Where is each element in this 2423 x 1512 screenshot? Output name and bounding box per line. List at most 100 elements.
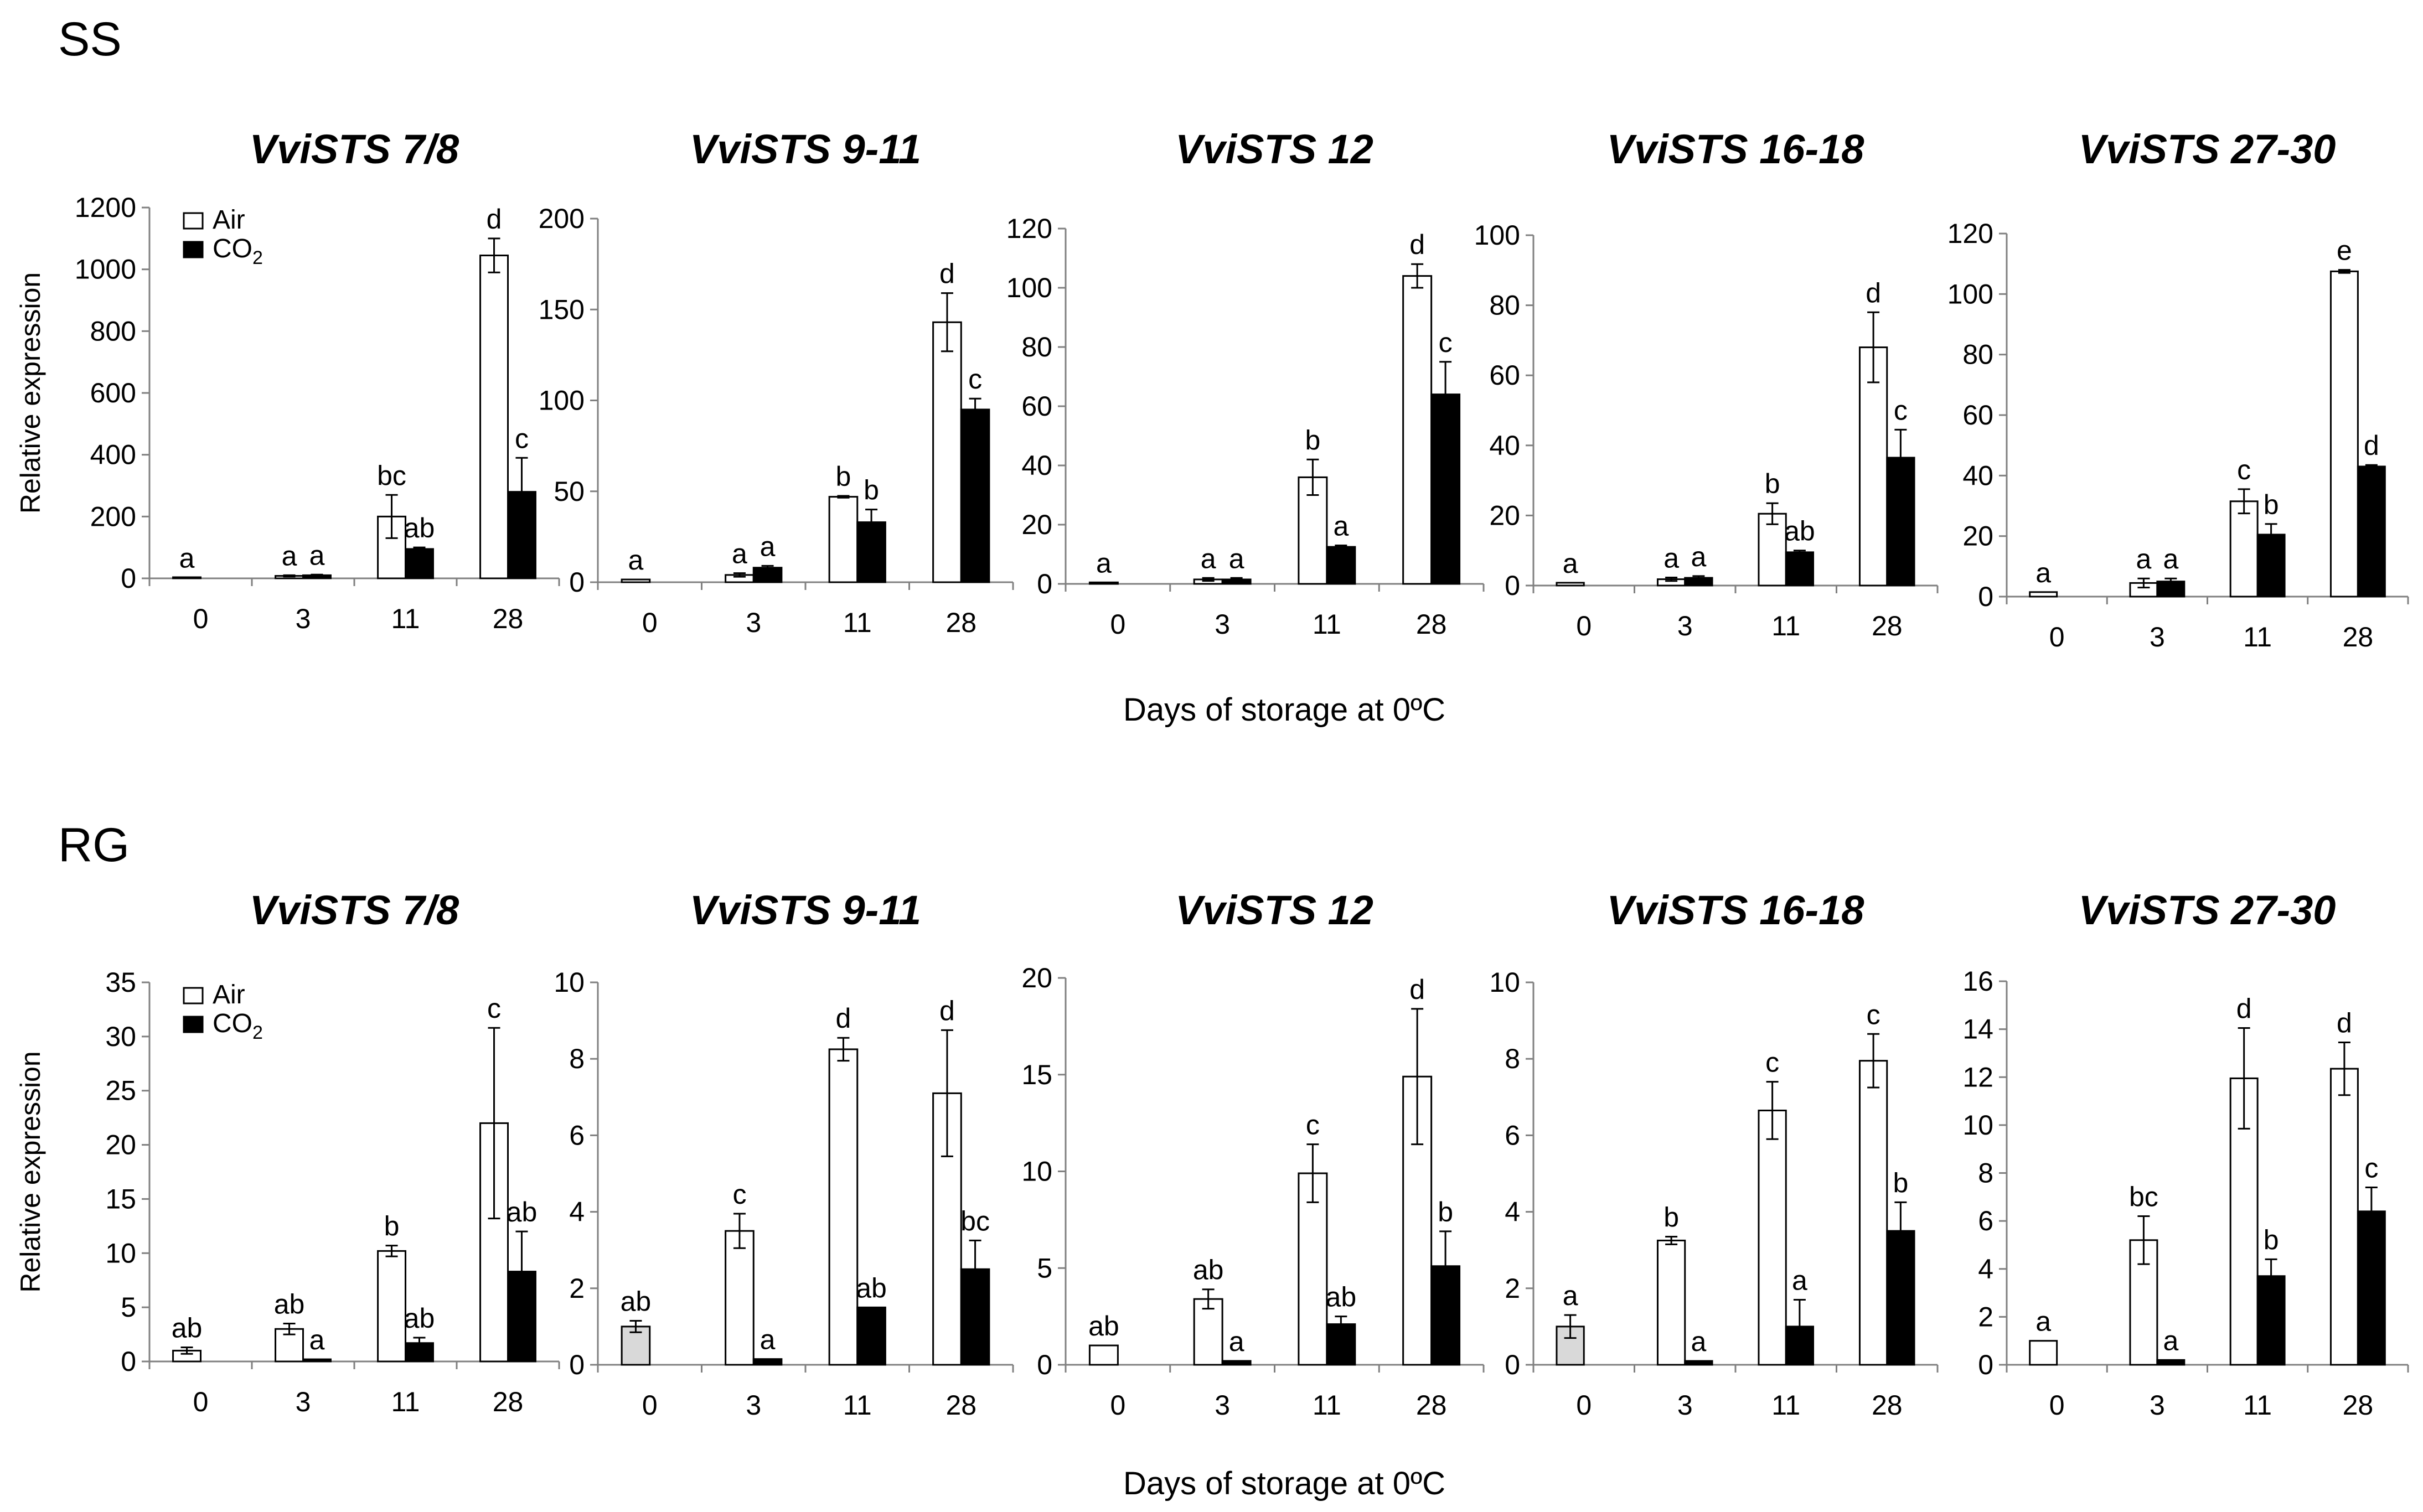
- y-tick-label: 100: [1474, 220, 1520, 251]
- y-tick-label: 10: [554, 967, 585, 998]
- bar-co2-day-3: [302, 1358, 332, 1363]
- y-tick-label: 0: [1037, 568, 1052, 599]
- legend-label: Air: [213, 980, 245, 1009]
- bar-co2-day-28: [2357, 1210, 2386, 1366]
- y-tick-label: 0: [569, 567, 585, 598]
- y-tick-label: 10: [105, 1237, 136, 1268]
- x-tick-label: 28: [1416, 609, 1447, 640]
- significance-label: a: [732, 538, 747, 569]
- bar-air-day-11: [377, 515, 406, 579]
- x-axis-label-top: Days of storage at 0ºC: [1123, 692, 1445, 728]
- y-tick-label: 10: [1021, 1156, 1052, 1187]
- panel-label-ss: SS: [58, 13, 122, 66]
- significance-label: a: [1096, 547, 1112, 578]
- significance-label: ab: [1784, 516, 1815, 547]
- significance-label: ab: [856, 1272, 887, 1303]
- x-tick-label: 3: [296, 603, 311, 634]
- y-tick-label: 400: [90, 439, 136, 470]
- bar-co2-day-11: [856, 1306, 886, 1366]
- y-tick-label: 100: [539, 385, 585, 416]
- x-tick-label: 0: [1576, 610, 1592, 641]
- significance-label: a: [309, 540, 325, 571]
- significance-label: c: [1306, 1110, 1320, 1141]
- y-tick-label: 4: [569, 1197, 585, 1228]
- significance-label: a: [760, 531, 776, 562]
- x-tick-label: 28: [493, 1386, 524, 1417]
- significance-label: c: [2237, 454, 2251, 485]
- bar-co2-day-28: [2357, 465, 2386, 598]
- bar-co2-day-3: [1684, 1360, 1713, 1366]
- legend-subscript: 2: [252, 1022, 263, 1043]
- x-tick-label: 0: [2049, 1390, 2065, 1421]
- chart-title: VviSTS 7/8: [250, 126, 459, 172]
- chart-rg-2: VviSTS 9-11 0 2 4 6 8 10 0 3 11 28 ab c d d a ab bc: [554, 887, 1014, 1421]
- x-tick-label: 0: [193, 1386, 209, 1417]
- x-tick-label: 28: [493, 603, 524, 634]
- bar-air-day-11: [828, 496, 859, 583]
- significance-label: b: [864, 475, 879, 506]
- significance-label: e: [2337, 235, 2352, 266]
- significance-label: c: [1894, 395, 1908, 426]
- chart-title: VviSTS 16-18: [1607, 126, 1865, 172]
- y-tick-label: 8: [569, 1043, 585, 1074]
- bar-air-day-11: [377, 1250, 406, 1363]
- significance-label: b: [1893, 1167, 1908, 1198]
- significance-label: d: [2337, 1007, 2352, 1038]
- significance-label: a: [1563, 548, 1578, 579]
- significance-label: b: [1438, 1197, 1453, 1228]
- significance-label: ab: [274, 1289, 305, 1320]
- significance-label: c: [732, 1179, 746, 1210]
- significance-label: a: [1563, 1280, 1578, 1311]
- significance-label: d: [939, 258, 955, 289]
- significance-label: b: [1305, 424, 1320, 455]
- bar-air-day-28: [1402, 275, 1433, 585]
- significance-label: c: [1439, 327, 1453, 358]
- bar-air-day-11: [2229, 1077, 2259, 1366]
- x-tick-label: 28: [1872, 1390, 1903, 1421]
- significance-label: d: [487, 204, 502, 235]
- x-tick-label: 0: [1110, 1390, 1125, 1421]
- y-tick-label: 100: [1947, 278, 1993, 309]
- y-tick-label: 6: [569, 1120, 585, 1151]
- y-tick-label: 60: [1962, 400, 1993, 431]
- y-tick-label: 2: [1978, 1301, 1993, 1332]
- y-tick-label: 40: [1021, 450, 1052, 481]
- significance-label: d: [1866, 277, 1881, 308]
- y-tick-label: 5: [121, 1292, 136, 1323]
- significance-label: a: [1229, 1326, 1244, 1357]
- significance-label: b: [2264, 489, 2279, 520]
- y-tick-label: 600: [90, 377, 136, 408]
- y-tick-label: 25: [105, 1075, 136, 1106]
- bar-air-day-11: [1758, 1109, 1787, 1366]
- significance-label: a: [309, 1324, 325, 1355]
- bar-air-day-0: [1556, 582, 1585, 587]
- significance-label: ab: [1088, 1311, 1119, 1342]
- y-tick-label: 200: [90, 501, 136, 532]
- x-tick-label: 0: [1110, 609, 1125, 640]
- bar-air-day-0: [2029, 591, 2058, 598]
- y-tick-label: 35: [105, 967, 136, 998]
- significance-label: d: [836, 1003, 851, 1034]
- bar-co2-day-3: [752, 1358, 783, 1366]
- chart-title: VviSTS 16-18: [1607, 887, 1865, 933]
- y-tick-label: 20: [1489, 500, 1520, 531]
- bar-co2-day-11: [1785, 551, 1815, 587]
- y-tick-label: 40: [1962, 460, 1993, 491]
- bar-air-day-11: [1758, 512, 1787, 587]
- significance-label: a: [1691, 1326, 1706, 1357]
- significance-label: bc: [377, 460, 406, 491]
- significance-label: ab: [404, 1303, 435, 1334]
- significance-label: a: [1201, 543, 1216, 574]
- chart-title: VviSTS 12: [1175, 126, 1373, 172]
- chart-rg-3: VviSTS 12 0 5 10 15 20 0 3 11 28 ab ab c d a ab b: [1021, 887, 1485, 1421]
- significance-label: a: [1792, 1265, 1807, 1296]
- x-tick-label: 11: [1771, 610, 1800, 641]
- bar-co2-day-11: [405, 548, 434, 579]
- y-tick-label: 30: [105, 1021, 136, 1052]
- y-tick-label: 60: [1489, 360, 1520, 391]
